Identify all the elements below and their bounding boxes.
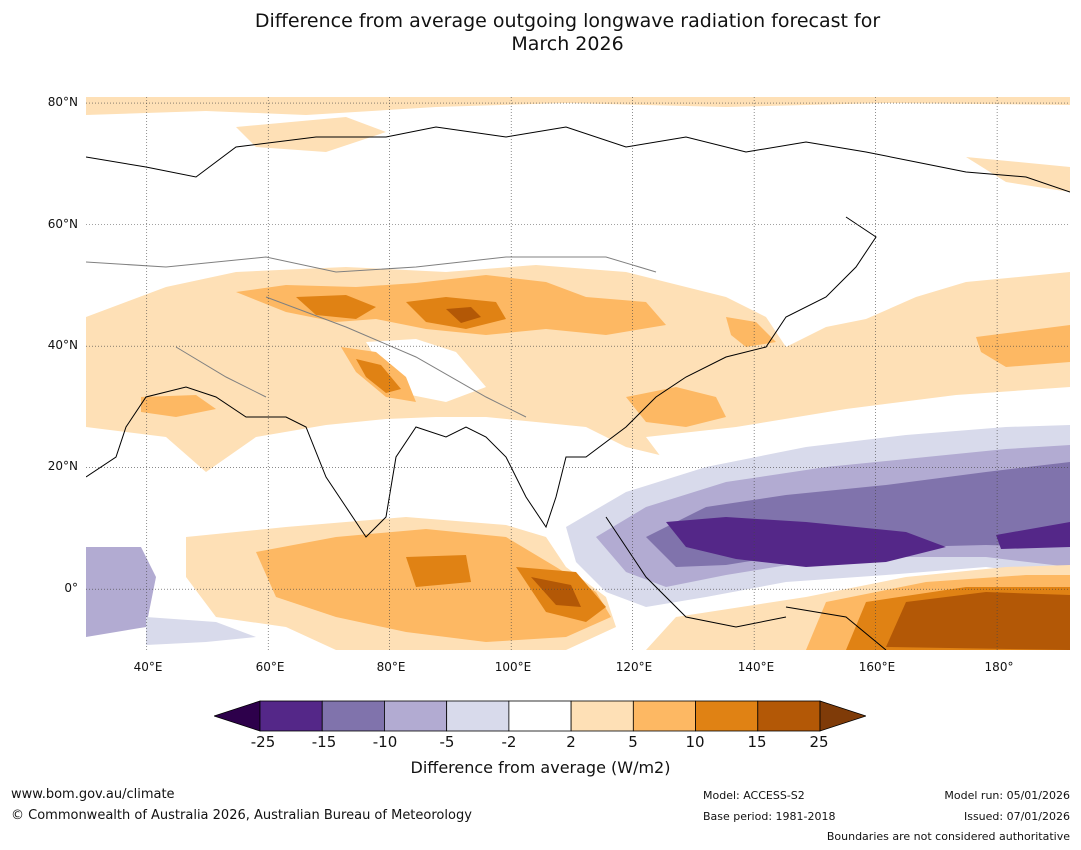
colorbar-bin	[508, 700, 572, 732]
anomaly-region-maritime-strongest	[531, 577, 581, 607]
anomaly-region-indian-ocean-strong	[406, 555, 471, 587]
base-period-text: Base period: 1981-2018	[703, 810, 836, 823]
anomaly-region-japan-mid	[726, 317, 776, 347]
website-link[interactable]: www.bom.gov.au/climate	[11, 787, 175, 802]
anomaly-region-indian-ocean-mid	[256, 529, 611, 642]
lat-label-20n: 20°N	[47, 459, 78, 473]
colorbar-tick-label: -10	[372, 733, 398, 751]
map-panel[interactable]	[86, 97, 1070, 650]
issued-text: Issued: 07/01/2026	[963, 810, 1070, 823]
anomaly-region-arabia-mid	[141, 395, 216, 417]
colorbar-tick-label: -25	[250, 733, 276, 751]
colorbar-bin	[446, 700, 510, 732]
anomaly-region-sw-pacific-stronger	[886, 592, 1070, 650]
lon-label-60e: 60°E	[255, 660, 285, 674]
lon-label-120e: 120°E	[615, 660, 653, 674]
anomaly-region-pacific-very-strong-east	[996, 522, 1070, 549]
colorbar-tick-label: -15	[311, 733, 337, 751]
anomaly-region-arctic-sib	[236, 117, 386, 152]
lon-label-100e: 100°E	[494, 660, 532, 674]
colorbar-tick-label: 10	[685, 733, 705, 751]
lat-label-80n: 80°N	[47, 95, 78, 109]
model-run-text: Model run: 05/01/2026	[944, 789, 1070, 802]
anomaly-region-arctic	[86, 97, 1070, 115]
colorbar-tick-label: 25	[809, 733, 829, 751]
colorbar-tick-label: -2	[501, 733, 517, 751]
anomaly-region-pacific-very-strong	[666, 517, 946, 567]
anomaly-region-east-africa	[86, 547, 156, 637]
anomaly-region-mongolia-strong	[296, 295, 376, 319]
anomaly-region-east-africa-weak	[146, 617, 256, 645]
colorbar-tick-label: -5	[439, 733, 455, 751]
copyright-text: © Commonwealth of Australia 2026, Austra…	[11, 808, 472, 823]
colorbar-tick-label: 15	[747, 733, 767, 751]
anomaly-region-mongolia-strongest	[446, 307, 481, 323]
colorbar	[214, 700, 866, 732]
colorbar-tick-label: 5	[628, 733, 638, 751]
colorbar-bin	[695, 700, 759, 732]
colorbar-bin	[321, 700, 385, 732]
colorbar-label: Difference from average (W/m2)	[410, 758, 671, 777]
chart-title: Difference from average outgoing longwav…	[0, 10, 1081, 56]
lon-label-160e: 160°E	[858, 660, 896, 674]
lon-label-80e: 80°E	[376, 660, 406, 674]
anomaly-region-himalaya-strong	[356, 359, 401, 393]
model-text: Model: ACCESS-S2	[703, 789, 805, 802]
colorbar-bin	[259, 700, 323, 732]
olr-anomaly-map	[86, 97, 1070, 650]
lat-label-40n: 40°N	[47, 338, 78, 352]
coastlines	[86, 126, 1070, 650]
disclaimer-text: Boundaries are not considered authoritat…	[826, 830, 1070, 843]
colorbar-bin	[570, 700, 634, 732]
colorbar-tick-label: 2	[566, 733, 576, 751]
colorbar-extend-low	[214, 700, 261, 732]
gridlines	[86, 97, 1070, 650]
country-borders	[86, 256, 657, 418]
colorbar-bin	[632, 700, 696, 732]
colorbar-bin	[757, 700, 821, 732]
neutral-region-north-pacific	[646, 387, 1070, 477]
title-line-1: Difference from average outgoing longwav…	[254, 10, 881, 32]
colorbar-extend-high	[819, 700, 866, 732]
colorbar-bin	[384, 700, 448, 732]
anomaly-region-china-mid	[626, 387, 726, 427]
lon-label-40e: 40°E	[133, 660, 163, 674]
lon-label-140e: 140°E	[737, 660, 775, 674]
lat-label-equator: 0°	[64, 581, 78, 595]
title-line-2: March 2026	[511, 33, 624, 55]
anomaly-region-pacific-north-mid	[976, 325, 1070, 367]
lat-label-60n: 60°N	[47, 217, 78, 231]
lon-label-180: 180°	[984, 660, 1014, 674]
